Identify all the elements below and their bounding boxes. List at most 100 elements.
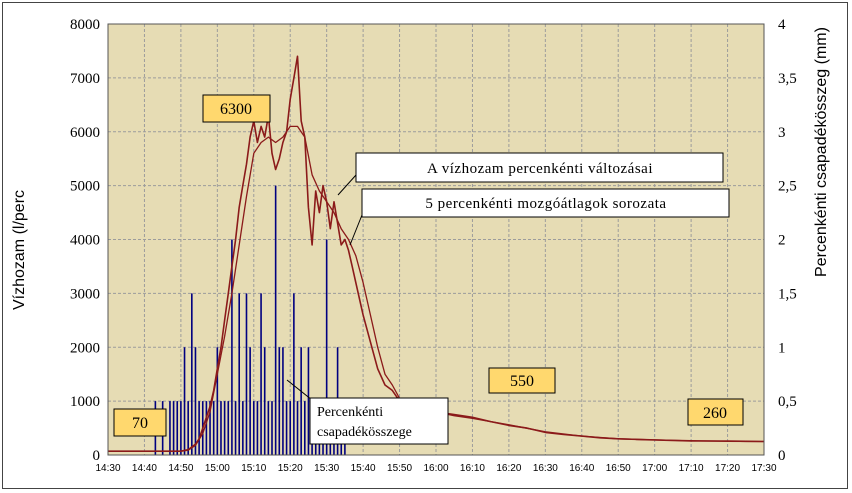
rain-bar — [249, 347, 251, 455]
rain-bar — [187, 401, 189, 455]
rain-bar — [209, 401, 211, 455]
callout-leader-bar — [286, 379, 313, 401]
x-tick-label: 15:40 — [351, 463, 376, 474]
value-6300: 6300 — [220, 101, 252, 118]
y-tick-label: 6000 — [70, 125, 100, 141]
x-tick-label: 16:40 — [569, 463, 594, 474]
x-tick-label: 16:10 — [460, 463, 485, 474]
x-tick-label: 17:20 — [715, 463, 740, 474]
callout-line-series-text: A vízhozam percenkénti változásai — [427, 161, 653, 177]
rain-bar — [245, 293, 248, 455]
callout-bar-text-1: Percenkénti — [317, 405, 383, 420]
y2-tick-label: 0 — [778, 448, 786, 464]
rain-bar — [307, 347, 310, 455]
x-tick-label: 15:20 — [278, 463, 303, 474]
rain-bar — [234, 401, 237, 455]
rain-bar — [227, 401, 230, 455]
callout-avg-series: 5 percenkénti mozgóátlagok sorozata — [361, 188, 730, 218]
rain-bar — [169, 401, 171, 455]
x-tick-label: 17:30 — [751, 463, 776, 474]
y2-tick-label: 3 — [778, 125, 786, 141]
rain-bar — [194, 347, 197, 455]
y-tick-label: 1000 — [70, 394, 100, 410]
value-box-70: 70 — [113, 408, 167, 437]
value-box-550: 550 — [488, 367, 556, 394]
callout-bar-series: Percenkénti csapadékösszege — [309, 397, 449, 445]
x-tick-label: 16:30 — [533, 463, 558, 474]
rain-bar — [260, 293, 262, 455]
x-tick-label: 14:50 — [168, 463, 193, 474]
rain-bar — [176, 401, 179, 455]
rain-bar — [282, 347, 284, 455]
x-tick-label: 15:00 — [205, 463, 230, 474]
y-tick-label: 2000 — [70, 340, 100, 356]
x-tick-label: 16:20 — [496, 463, 521, 474]
value-70: 70 — [132, 415, 148, 432]
rain-bar — [212, 401, 215, 455]
rain-bar — [238, 293, 240, 455]
moving-average-line — [108, 125, 765, 452]
value-550: 550 — [510, 373, 534, 390]
rain-bar — [216, 347, 219, 455]
y2-axis-title: Percenkénti csapadékösszeg (mm) — [813, 27, 830, 277]
rain-bar — [267, 401, 270, 455]
callout-bar-text-2: csapadékösszege — [317, 425, 412, 440]
y-tick-label: 3000 — [70, 286, 100, 302]
rain-bar — [256, 401, 259, 455]
rain-bar — [191, 293, 193, 455]
x-tick-label: 15:50 — [387, 463, 412, 474]
value-box-260: 260 — [687, 398, 744, 426]
y2-tick-label: 2 — [778, 233, 786, 249]
rain-bar — [220, 401, 222, 455]
y2-tick-label: 2,5 — [778, 179, 797, 195]
y-tick-label: 4000 — [70, 233, 100, 249]
y2-tick-label: 4 — [778, 17, 786, 33]
value-260: 260 — [703, 405, 727, 422]
rain-bar — [242, 401, 244, 455]
rain-bar — [304, 401, 306, 455]
x-tick-label: 17:00 — [642, 463, 667, 474]
x-tick-label: 16:00 — [423, 463, 448, 474]
lines — [108, 55, 765, 453]
rain-bar — [289, 401, 292, 455]
rain-bar — [274, 185, 277, 455]
y-tick-label: 7000 — [70, 71, 100, 87]
y2-axis-ticks: 0 0,5 1 1,5 2 2,5 3 3,5 4 — [778, 17, 797, 464]
x-tick-label: 15:10 — [241, 463, 266, 474]
value-box-6300: 6300 — [202, 94, 271, 123]
callout-leader-avg — [349, 214, 363, 246]
callout-line-series: A vízhozam percenkénti változásai — [355, 152, 724, 183]
rain-bar — [325, 239, 328, 455]
y-tick-label: 5000 — [70, 179, 100, 195]
rain-bar — [300, 347, 302, 455]
y-axis-title: Vízhozam (l/perc — [11, 190, 28, 310]
rain-bar — [231, 239, 233, 455]
rain-bar — [252, 401, 255, 455]
rain-bar — [198, 401, 200, 455]
x-tick-label: 16:50 — [606, 463, 631, 474]
rain-bar — [172, 401, 175, 455]
rain-bar — [180, 401, 182, 455]
y2-tick-label: 1,5 — [778, 286, 797, 302]
rain-bar — [263, 347, 266, 455]
rain-bar — [271, 401, 273, 455]
y-tick-label: 0 — [93, 448, 101, 464]
x-tick-label: 15:30 — [314, 463, 339, 474]
rain-bar — [285, 401, 288, 455]
y2-tick-label: 3,5 — [778, 71, 797, 87]
y-tick-label: 8000 — [70, 17, 100, 33]
x-tick-label: 17:10 — [679, 463, 704, 474]
rain-bar — [183, 347, 186, 455]
plot-border — [107, 23, 765, 456]
rain-bar — [223, 401, 226, 455]
x-tick-label: 14:40 — [132, 463, 157, 474]
rain-bar — [296, 401, 299, 455]
rain-bar — [205, 401, 208, 455]
callout-avg-series-text: 5 percenkénti mozgóátlagok sorozata — [425, 196, 666, 212]
rain-bar — [293, 293, 295, 455]
y-axis-ticks: 0 1000 2000 3000 4000 5000 6000 7000 8000 — [70, 17, 100, 464]
y2-tick-label: 1 — [778, 340, 786, 356]
x-axis-ticks: 14:30 14:40 14:50 15:00 15:10 15:20 15:30 15:40… — [95, 463, 776, 474]
rain-bar — [278, 347, 281, 455]
